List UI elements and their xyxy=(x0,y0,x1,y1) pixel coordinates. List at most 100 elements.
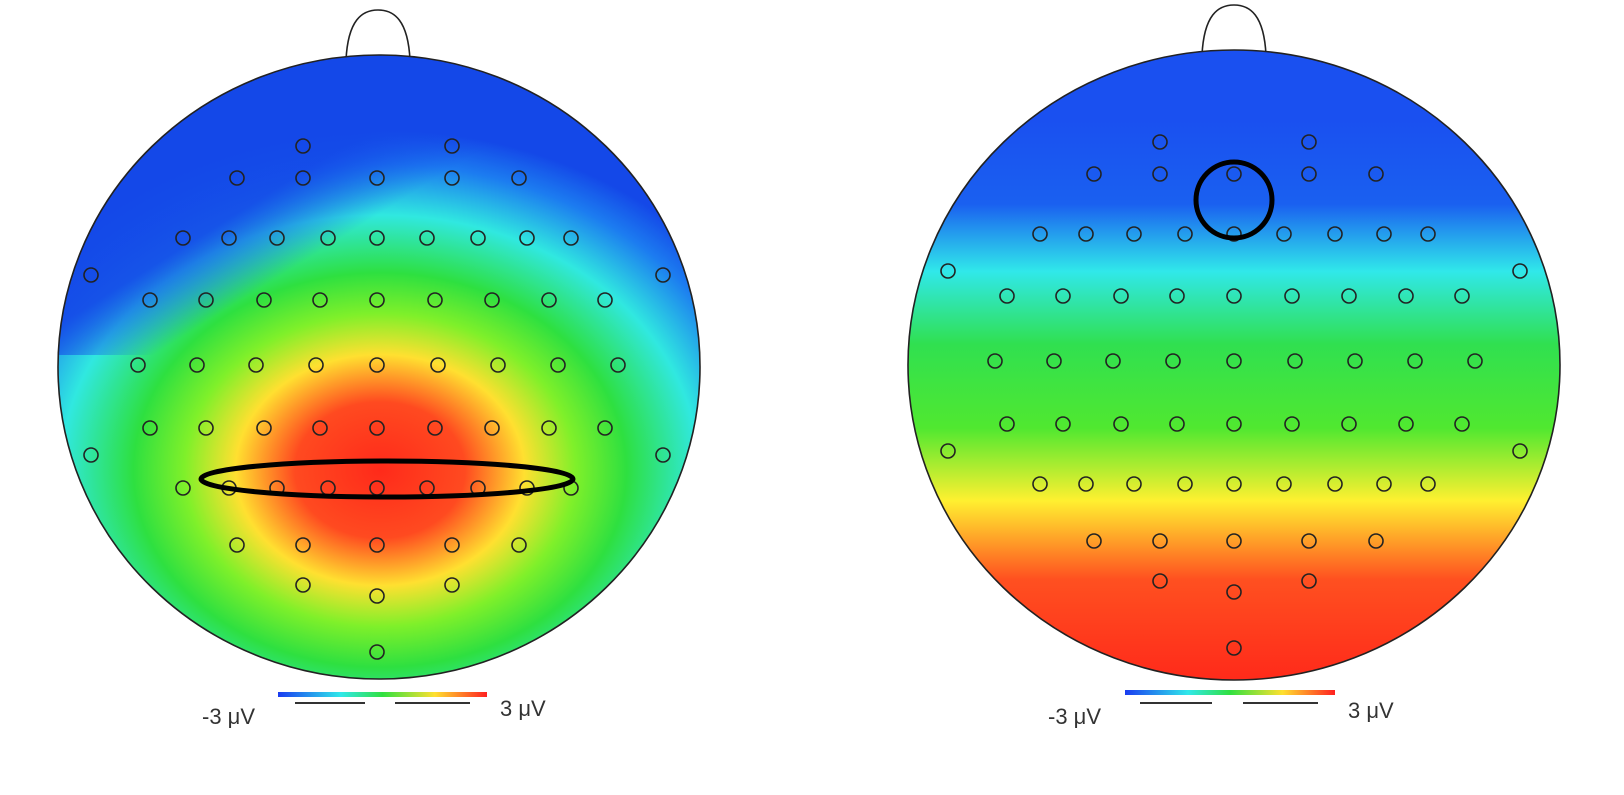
electrode xyxy=(295,537,311,553)
electrode xyxy=(175,480,191,496)
electrode xyxy=(369,170,385,186)
electrode xyxy=(1327,226,1343,242)
electrode xyxy=(430,357,446,373)
electrode xyxy=(655,447,671,463)
electrode xyxy=(444,577,460,593)
electrode xyxy=(1169,288,1185,304)
electrode xyxy=(1301,533,1317,549)
electrode xyxy=(1276,226,1292,242)
electrode xyxy=(130,357,146,373)
colorbar xyxy=(278,692,487,697)
electrode xyxy=(1055,288,1071,304)
electrode xyxy=(1420,476,1436,492)
electrode xyxy=(198,292,214,308)
electrode xyxy=(1226,640,1242,656)
electrode xyxy=(444,537,460,553)
electrode xyxy=(519,230,535,246)
electrode xyxy=(175,230,191,246)
electrode xyxy=(221,230,237,246)
electrode xyxy=(1105,353,1121,369)
electrode xyxy=(229,170,245,186)
electrode xyxy=(1126,226,1142,242)
electrode xyxy=(1276,476,1292,492)
electrode xyxy=(484,420,500,436)
electrode xyxy=(369,230,385,246)
electrode xyxy=(1284,288,1300,304)
colorbar xyxy=(1125,690,1335,695)
electrode xyxy=(1177,476,1193,492)
electrode xyxy=(142,292,158,308)
electrode xyxy=(610,357,626,373)
electrode xyxy=(1226,353,1242,369)
electrode xyxy=(999,288,1015,304)
electrode xyxy=(1152,166,1168,182)
electrode xyxy=(369,644,385,660)
electrode xyxy=(511,170,527,186)
electrode xyxy=(427,292,443,308)
electrode xyxy=(189,357,205,373)
electrode xyxy=(1398,416,1414,432)
electrode xyxy=(1152,134,1168,150)
electrode xyxy=(444,138,460,154)
electrode xyxy=(369,588,385,604)
electrode xyxy=(1177,226,1193,242)
electrode xyxy=(541,420,557,436)
electrode xyxy=(295,577,311,593)
scale-min: -3 μV xyxy=(202,704,255,729)
electrode xyxy=(999,416,1015,432)
electrode xyxy=(1086,166,1102,182)
electrode xyxy=(1454,288,1470,304)
electrode xyxy=(597,420,613,436)
electrode xyxy=(1113,416,1129,432)
electrode xyxy=(1226,476,1242,492)
electrode xyxy=(1046,353,1062,369)
electrode xyxy=(1226,416,1242,432)
electrode xyxy=(83,267,99,283)
electrode xyxy=(1226,584,1242,600)
electrode xyxy=(1152,573,1168,589)
highlight-ellipse xyxy=(198,458,576,500)
topomap-shade xyxy=(58,55,538,355)
electrode xyxy=(940,263,956,279)
electrode xyxy=(312,292,328,308)
electrode xyxy=(229,537,245,553)
scale-max: 3 μV xyxy=(500,696,546,721)
electrode xyxy=(1301,166,1317,182)
electrode xyxy=(1301,134,1317,150)
electrode xyxy=(1420,226,1436,242)
electrode xyxy=(295,170,311,186)
electrodes xyxy=(83,138,671,660)
electrode xyxy=(320,230,336,246)
electrode xyxy=(597,292,613,308)
electrode xyxy=(511,537,527,553)
electrode xyxy=(308,357,324,373)
electrode xyxy=(1126,476,1142,492)
electrode xyxy=(563,230,579,246)
electrode xyxy=(444,170,460,186)
electrode xyxy=(295,138,311,154)
electrode xyxy=(1086,533,1102,549)
electrode xyxy=(1341,288,1357,304)
electrode xyxy=(1287,353,1303,369)
electrode xyxy=(1467,353,1483,369)
electrode xyxy=(1032,476,1048,492)
electrode xyxy=(312,420,328,436)
nose xyxy=(1201,4,1267,56)
scale-max: 3 μV xyxy=(1348,698,1394,723)
electrode xyxy=(419,230,435,246)
electrode xyxy=(541,292,557,308)
electrode xyxy=(1454,416,1470,432)
electrode xyxy=(1327,476,1343,492)
scale-min: -3 μV xyxy=(1048,704,1101,729)
electrode xyxy=(1165,353,1181,369)
electrode xyxy=(987,353,1003,369)
electrode xyxy=(369,420,385,436)
topomap xyxy=(907,49,1561,681)
electrode xyxy=(1368,166,1384,182)
electrode xyxy=(1512,443,1528,459)
electrode xyxy=(1407,353,1423,369)
electrode xyxy=(369,357,385,373)
electrode xyxy=(1376,476,1392,492)
head-right: -3 μV 3 μV xyxy=(907,4,1561,729)
